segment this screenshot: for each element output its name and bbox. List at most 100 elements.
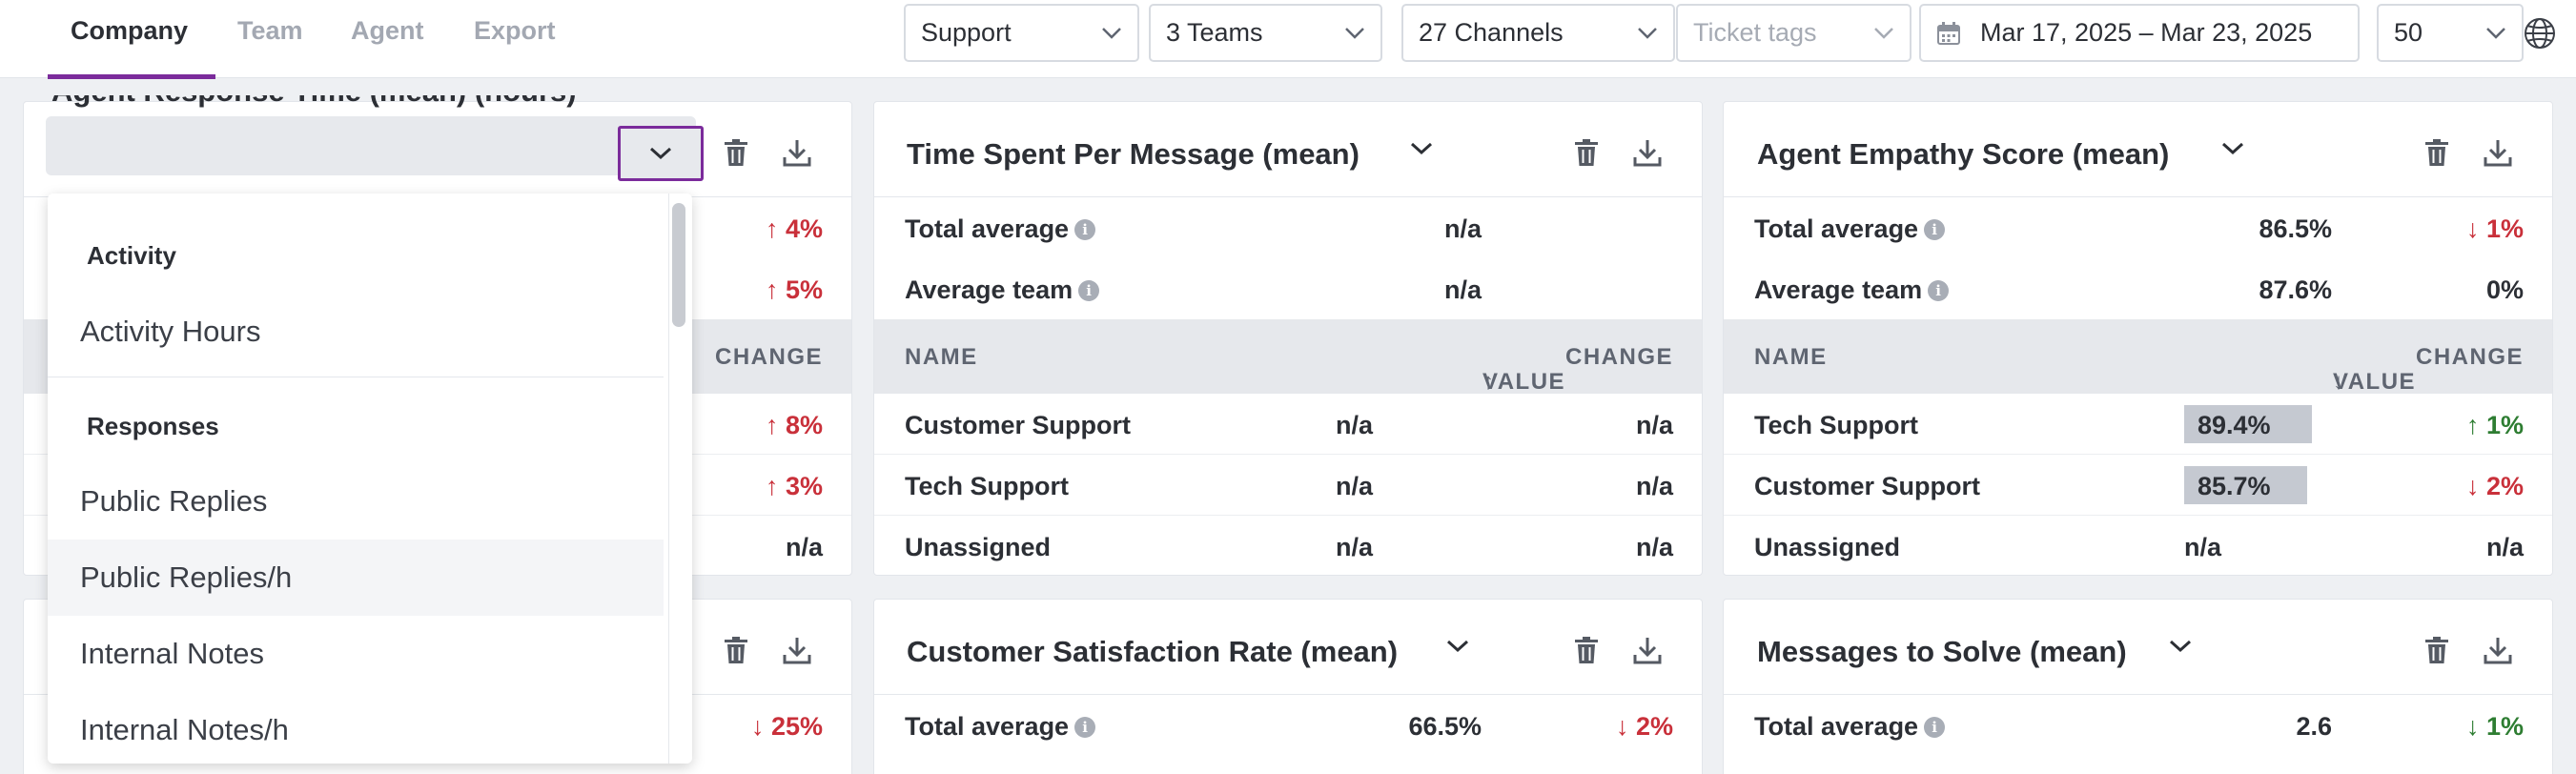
chevron-down-icon[interactable] <box>1446 640 1469 653</box>
tab-export[interactable]: Export <box>474 16 556 45</box>
tab-company[interactable]: Company <box>71 16 189 45</box>
team-change: ↑ 5% <box>765 275 823 304</box>
card-time-spent-per-message: Time Spent Per Message (mean) Total aver… <box>873 101 1703 576</box>
total-change: ↑ 4% <box>765 214 823 243</box>
menu-item-public-replies-per-hour[interactable]: Public Replies/h <box>48 540 664 616</box>
trash-icon[interactable] <box>1574 138 1599 167</box>
teams-select[interactable]: 3 Teams <box>1149 4 1382 62</box>
col-name-header[interactable]: NAME <box>1754 344 1828 370</box>
chevron-down-icon[interactable] <box>2169 640 2192 653</box>
col-name-header[interactable]: NAME <box>905 344 978 370</box>
row-name: Customer Support <box>905 411 1132 439</box>
tab-agent[interactable]: Agent <box>351 16 424 45</box>
tab-team[interactable]: Team <box>237 16 303 45</box>
metric-dropdown-menu: Activity Activity Hours Responses Public… <box>48 194 692 764</box>
total-change: ↓ 25% <box>750 712 823 741</box>
trash-icon[interactable] <box>724 138 748 167</box>
card-header: Agent Empathy Score (mean) <box>1724 102 2552 197</box>
row-change: ↑ 1% <box>2465 411 2524 439</box>
total-average-row: Total average i 86.5% ↓ 1% <box>1724 197 2552 258</box>
channels-select[interactable]: 27 Channels <box>1401 4 1675 62</box>
info-icon[interactable]: i <box>1074 717 1096 738</box>
total-average-change: ↓ 1% <box>2465 214 2524 243</box>
download-icon[interactable] <box>783 138 811 167</box>
limit-select[interactable]: 50 <box>2377 4 2524 62</box>
table-row: Unassigned n/a n/a <box>1724 516 2552 575</box>
card-title: Time Spent Per Message (mean) <box>907 137 1360 171</box>
row-change: n/a <box>1635 411 1673 439</box>
menu-item-public-replies[interactable]: Public Replies <box>80 484 268 518</box>
col-change-header[interactable]: CHANGE <box>714 344 823 370</box>
row-change: ↑ 8% <box>765 411 823 439</box>
total-average-value: 86.5% <box>2259 214 2332 243</box>
total-average-label: Total average i <box>1754 214 1946 244</box>
trash-icon[interactable] <box>2424 636 2449 664</box>
row-change: n/a <box>1635 472 1673 500</box>
metric-select-toggle[interactable] <box>618 126 704 181</box>
row-change: n/a <box>1635 533 1673 561</box>
total-average-change: ↓ 1% <box>2465 712 2524 741</box>
chevron-down-icon[interactable] <box>2221 142 2244 155</box>
card-total-row: ↓ 25% <box>24 695 851 756</box>
total-average-value: 2.6 <box>2296 712 2332 741</box>
download-icon[interactable] <box>2484 636 2512 664</box>
row-change: ↑ 3% <box>765 472 823 500</box>
download-icon[interactable] <box>1633 636 1662 664</box>
row-name: Unassigned <box>1754 533 1901 561</box>
trash-icon[interactable] <box>724 636 748 664</box>
department-select[interactable]: Support <box>904 4 1139 62</box>
col-change-header[interactable]: CHANGE <box>2415 344 2524 370</box>
table-header: NAME ↑ VALUE CHANGE <box>874 319 1702 395</box>
average-team-row: Average team i n/a <box>874 258 1702 319</box>
obscured-card-title: Agent Response Time (mean) (hours) <box>46 95 618 118</box>
download-icon[interactable] <box>1633 138 1662 167</box>
row-name: Tech Support <box>905 472 1069 500</box>
average-team-label: Average team i <box>1754 275 1950 305</box>
globe-icon[interactable] <box>2524 17 2556 50</box>
info-icon[interactable]: i <box>1078 280 1100 301</box>
card-header: Customer Satisfaction Rate (mean) <box>874 600 1702 695</box>
row-name: Tech Support <box>1754 411 1918 439</box>
trash-icon[interactable] <box>2424 138 2449 167</box>
date-range-picker[interactable]: Mar 17, 2025 – Mar 23, 2025 <box>1919 4 2360 62</box>
sort-up-icon: ↑ <box>1482 369 1496 395</box>
trash-icon[interactable] <box>1574 636 1599 664</box>
menu-item-internal-notes[interactable]: Internal Notes <box>80 637 264 670</box>
info-icon[interactable]: i <box>1074 219 1096 240</box>
row-value: n/a <box>1336 533 1374 561</box>
menu-item-internal-notes-per-hour[interactable]: Internal Notes/h <box>80 713 289 746</box>
chevron-down-icon[interactable] <box>1410 142 1433 155</box>
card-agent-empathy-score: Agent Empathy Score (mean) Total average… <box>1723 101 2553 576</box>
info-icon[interactable]: i <box>1924 717 1946 738</box>
table-row: Customer Support n/a n/a <box>874 394 1702 455</box>
limit-select-label: 50 <box>2394 18 2423 47</box>
table-header: NAME ↓ VALUE CHANGE <box>1724 319 2552 395</box>
menu-scrollbar-thumb[interactable] <box>672 203 685 327</box>
ticket-tags-select[interactable]: Ticket tags <box>1676 4 1912 62</box>
card-messages-to-solve: Messages to Solve (mean) Total average i … <box>1723 599 2553 774</box>
average-team-change: 0% <box>2485 275 2524 304</box>
menu-item-activity-hours[interactable]: Activity Hours <box>80 315 261 348</box>
metric-select[interactable] <box>46 116 696 175</box>
table-row: Customer Support 85.7% ↓ 2% <box>1724 455 2552 516</box>
total-average-row: Total average i 2.6 ↓ 1% <box>1724 695 2552 756</box>
average-team-label: Average team i <box>905 275 1100 305</box>
download-icon[interactable] <box>2484 138 2512 167</box>
download-icon[interactable] <box>783 636 811 664</box>
card-header: Time Spent Per Message (mean) <box>874 102 1702 197</box>
info-icon[interactable]: i <box>1928 280 1950 301</box>
card-team-row: ↑ 5% <box>24 258 851 319</box>
col-change-header[interactable]: CHANGE <box>1564 344 1673 370</box>
card-title: Agent Empathy Score (mean) <box>1757 137 2170 171</box>
date-range-label: Mar 17, 2025 – Mar 23, 2025 <box>1980 18 2313 47</box>
row-change: ↓ 2% <box>2465 472 2524 500</box>
sort-down-icon: ↓ <box>2333 369 2346 395</box>
card-customer-satisfaction-rate: Customer Satisfaction Rate (mean) Total … <box>873 599 1703 774</box>
menu-group-responses: Responses <box>87 412 219 440</box>
total-average-row: Total average i n/a <box>874 197 1702 258</box>
chevron-down-icon <box>1638 27 1657 39</box>
info-icon[interactable]: i <box>1924 219 1946 240</box>
chevron-down-icon <box>1102 27 1121 39</box>
value-bar <box>2184 466 2307 504</box>
total-average-label: Total average i <box>1754 712 1946 742</box>
